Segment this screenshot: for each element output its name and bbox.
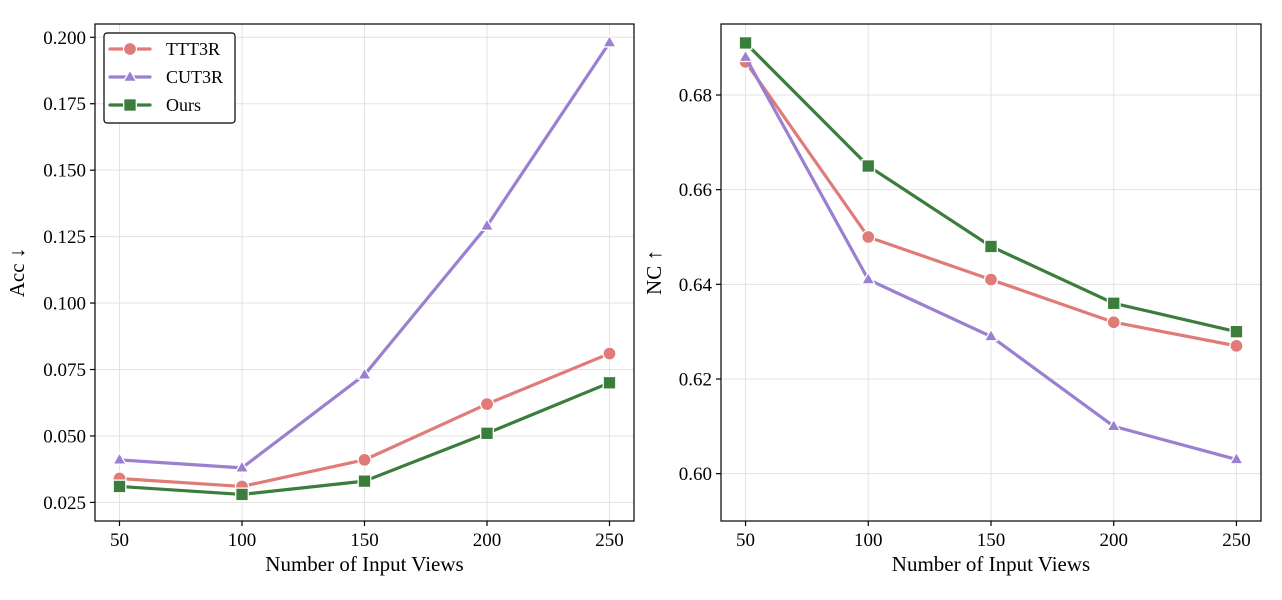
data-point-ours bbox=[235, 487, 249, 502]
y-tick-label: 0.64 bbox=[679, 275, 713, 296]
data-point-cut3r bbox=[860, 271, 876, 285]
data-point-ours bbox=[861, 159, 876, 173]
data-point-cut3r bbox=[479, 217, 495, 231]
y-tick-label: 0.175 bbox=[43, 94, 86, 115]
data-point-ttt3r bbox=[861, 229, 876, 245]
x-tick-label: 100 bbox=[854, 530, 883, 551]
data-point-cut3r bbox=[737, 48, 754, 63]
data-point-ours bbox=[984, 239, 998, 254]
legend-marker-ours bbox=[123, 98, 137, 112]
chart-panel-2: 50 100 150 200 250 0.60 0.62 0.64 0.66 0.68 Number… bbox=[642, 23, 1262, 576]
x-tick-label: 150 bbox=[977, 530, 1006, 551]
y-tick-label: 0.050 bbox=[43, 426, 86, 447]
legend-label-ttt3r: TTT3R bbox=[166, 39, 220, 59]
x-tick-label: 50 bbox=[736, 530, 755, 551]
legend: TTT3R CUT3R Ours bbox=[103, 32, 236, 124]
y-tick-label: 0.62 bbox=[679, 370, 712, 391]
data-point-ttt3r bbox=[479, 396, 495, 412]
data-point-ours bbox=[357, 474, 372, 489]
series-cut3r bbox=[111, 34, 618, 473]
y-tick-label: 0.60 bbox=[679, 464, 712, 485]
y-tick-label: 0.200 bbox=[43, 28, 86, 49]
data-point-ttt3r bbox=[983, 272, 999, 287]
y-tick-label: 0.075 bbox=[43, 360, 86, 381]
x-tick-label: 200 bbox=[1099, 530, 1128, 551]
legend-marker-ttt3r bbox=[122, 41, 138, 57]
y-tick-label: 0.66 bbox=[679, 180, 712, 201]
x-tick-label: 150 bbox=[350, 530, 379, 551]
x-tick-label: 100 bbox=[228, 530, 257, 551]
data-point-cut3r bbox=[983, 328, 999, 342]
gridlines bbox=[721, 24, 1261, 521]
data-point-ours bbox=[738, 35, 753, 50]
x-tick-label: 250 bbox=[595, 530, 624, 551]
chart-panel-1: 50 100 150 200 250 0.025 0.050 0.075 0.100 0.125 0… bbox=[5, 23, 635, 576]
data-point-cut3r bbox=[601, 34, 618, 48]
data-point-ttt3r bbox=[602, 346, 617, 361]
y-tick-label: 0.68 bbox=[679, 86, 712, 107]
y-tick-label: 0.025 bbox=[43, 493, 86, 514]
data-point-ours bbox=[112, 479, 127, 494]
y-tick-label: 0.150 bbox=[43, 161, 86, 182]
y-tick-label: 0.125 bbox=[43, 227, 86, 248]
data-point-ours bbox=[1229, 324, 1244, 339]
series-cut3r bbox=[737, 48, 1245, 465]
x-axis-label: Number of Input Views bbox=[892, 552, 1090, 576]
x-tick-label: 250 bbox=[1222, 530, 1251, 551]
x-axis-label: Number of Input Views bbox=[265, 552, 463, 576]
data-point-ours bbox=[480, 426, 494, 441]
series-ours bbox=[112, 375, 617, 502]
legend-label-ours: Ours bbox=[166, 95, 201, 115]
series-ours bbox=[738, 35, 1244, 339]
y-tick-label: 0.100 bbox=[43, 294, 86, 315]
data-point-ours bbox=[602, 375, 617, 390]
data-point-cut3r bbox=[1228, 451, 1245, 465]
data-point-ttt3r bbox=[1229, 338, 1244, 354]
data-point-cut3r bbox=[1106, 418, 1122, 432]
y-axis-label: NC ↑ bbox=[642, 250, 666, 295]
legend-label-cut3r: CUT3R bbox=[166, 67, 223, 87]
data-point-cut3r bbox=[234, 459, 250, 473]
y-axis-label: Acc ↓ bbox=[5, 248, 29, 298]
data-point-ttt3r bbox=[357, 452, 372, 468]
series-ttt3r bbox=[738, 54, 1244, 354]
data-point-ours bbox=[1106, 296, 1121, 311]
x-tick-label: 200 bbox=[473, 530, 502, 551]
data-point-ttt3r bbox=[1106, 315, 1121, 330]
x-tick-label: 50 bbox=[110, 530, 129, 551]
legend-marker-cut3r bbox=[122, 68, 138, 82]
data-point-cut3r bbox=[111, 451, 128, 465]
data-point-cut3r bbox=[356, 366, 373, 380]
